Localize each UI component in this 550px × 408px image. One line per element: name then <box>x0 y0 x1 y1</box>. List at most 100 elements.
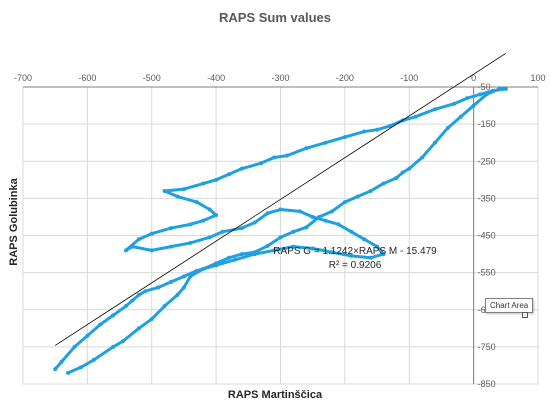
data-segment <box>285 146 308 158</box>
data-segment <box>227 167 244 176</box>
data-segment <box>291 225 308 234</box>
x-tick-label: -300 <box>271 73 289 83</box>
data-segment <box>472 92 488 108</box>
data-segment <box>73 334 89 349</box>
trendline-line <box>54 52 507 346</box>
data-segment <box>66 365 83 375</box>
x-tick-label: -700 <box>14 73 32 83</box>
data-segment <box>201 213 218 223</box>
data-segment <box>272 154 289 160</box>
data-segment <box>156 280 173 289</box>
data-segment <box>433 102 456 111</box>
y-tick-label: -350 <box>478 193 496 203</box>
y-tick-label: -550 <box>478 268 496 278</box>
data-segment <box>92 345 115 362</box>
trendline-equation: RAPS G = 1.1242×RAPS M - 15.479 R² = 0.9… <box>270 245 440 273</box>
data-segment <box>233 252 257 262</box>
data-segment <box>150 304 167 321</box>
x-tick-label: -500 <box>143 73 161 83</box>
trendline <box>54 52 507 346</box>
data-segment <box>478 89 495 96</box>
data-segment <box>362 237 379 249</box>
data-segment <box>407 156 424 171</box>
y-tick-label: -750 <box>478 342 496 352</box>
data-segment <box>433 126 450 145</box>
data-segment <box>111 304 128 317</box>
data-segment <box>163 189 179 199</box>
data-segment <box>446 115 463 130</box>
data-segment <box>324 135 347 145</box>
equation-text: RAPS G = 1.1242×RAPS M - 15.479 <box>273 246 437 257</box>
data-segment <box>272 245 295 252</box>
x-tick-label: 0 <box>471 73 476 83</box>
y-axis-label: RAPS Golubinka <box>8 178 20 266</box>
data-segment <box>169 274 186 284</box>
data-segment <box>60 345 76 364</box>
data-segment <box>240 250 257 256</box>
data-segment <box>176 195 199 204</box>
data-segment <box>343 195 360 204</box>
data-segment <box>459 104 476 119</box>
data-segment <box>266 235 282 248</box>
data-segment <box>163 187 186 193</box>
data-segment <box>253 244 270 254</box>
x-tick-label: -400 <box>207 73 225 83</box>
data-segment <box>195 263 218 273</box>
y-tick-label: -450 <box>478 231 496 241</box>
data-segment <box>169 222 192 230</box>
data-segment <box>150 245 173 252</box>
data-segment <box>369 252 385 260</box>
x-axis-label: RAPS Martinščica <box>227 389 323 401</box>
tick-labels: -700 -600 -500 -400 -300 -200 -100 0 100 -50 -150 -… <box>14 73 546 389</box>
data-segment <box>188 235 212 245</box>
data-segment <box>362 128 379 134</box>
data-segment <box>253 248 276 256</box>
data-segment <box>227 252 244 260</box>
data-segment <box>452 96 469 106</box>
data-segment <box>195 200 212 212</box>
data-segment <box>214 256 231 265</box>
data-segment <box>182 269 199 278</box>
data-segment <box>375 124 392 132</box>
data-segment <box>240 161 263 171</box>
data-segment <box>311 246 334 254</box>
data-segment <box>208 230 225 239</box>
data-segment <box>401 115 418 122</box>
y-tick-label: -250 <box>478 156 496 166</box>
data-segment <box>382 176 398 186</box>
data-segment <box>169 241 192 249</box>
data-segment <box>137 232 154 241</box>
data-segment <box>121 326 141 343</box>
data-segment <box>336 222 353 234</box>
data-segment <box>85 323 102 338</box>
data-segment <box>163 293 179 308</box>
data-segment <box>240 221 257 230</box>
data-segment <box>330 250 353 258</box>
data-segment <box>188 219 205 226</box>
axes <box>23 86 538 384</box>
x-tick-label: -100 <box>400 73 418 83</box>
data-segment <box>343 130 366 139</box>
resize-handle[interactable] <box>522 312 528 318</box>
data-segment <box>349 254 373 260</box>
data-segment <box>221 226 244 234</box>
data-segment <box>53 360 64 371</box>
y-tick-label: -150 <box>478 119 496 129</box>
data-segment <box>369 182 385 193</box>
data-segment <box>201 178 218 186</box>
data-segment <box>465 92 482 100</box>
data-segment <box>130 245 154 252</box>
y-tick-label: -50 <box>478 82 491 92</box>
data-segment <box>253 211 270 225</box>
data-segment <box>279 230 295 239</box>
data-segment <box>414 107 437 119</box>
data-segment <box>182 182 205 191</box>
data-segment <box>79 358 96 369</box>
data-segment <box>291 245 315 250</box>
data-segment <box>298 209 315 219</box>
chart-area-tooltip: Chart Area <box>485 298 534 313</box>
data-segment <box>214 172 231 182</box>
data-segment <box>143 285 160 293</box>
data-segment <box>491 87 508 93</box>
